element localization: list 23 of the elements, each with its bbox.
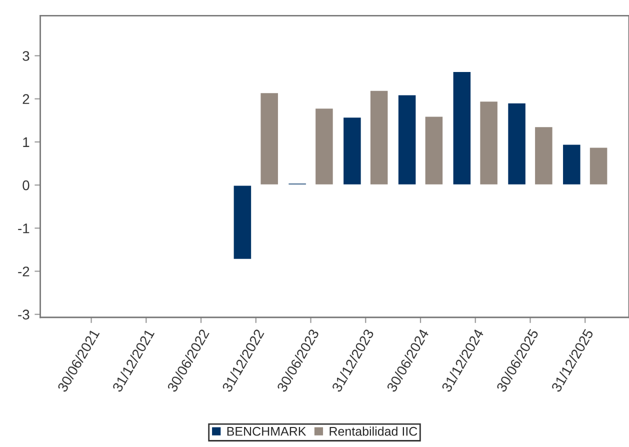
y-tick-label: 1 — [23, 137, 30, 147]
legend-label: BENCHMARK — [227, 426, 306, 436]
bar — [478, 100, 499, 186]
bar — [369, 90, 390, 186]
bar — [424, 115, 444, 186]
y-tick-label: -1 — [18, 224, 30, 234]
bar — [588, 146, 609, 186]
bar — [506, 102, 527, 186]
y-tick-label: 3 — [22, 51, 30, 61]
bar — [534, 126, 554, 186]
bar — [314, 107, 334, 186]
bar — [397, 94, 418, 186]
y-tick-label: -2 — [18, 266, 30, 276]
bar — [452, 70, 472, 186]
bar — [562, 143, 582, 186]
y-tick-label: 0 — [22, 180, 30, 190]
bar — [259, 92, 280, 186]
y-tick-label: -3 — [18, 310, 30, 320]
y-tick-label: 2 — [22, 94, 30, 104]
bar — [342, 116, 362, 186]
bar — [232, 184, 252, 260]
legend-label: Rentabilidad IIC — [330, 426, 418, 436]
bar — [287, 182, 308, 186]
